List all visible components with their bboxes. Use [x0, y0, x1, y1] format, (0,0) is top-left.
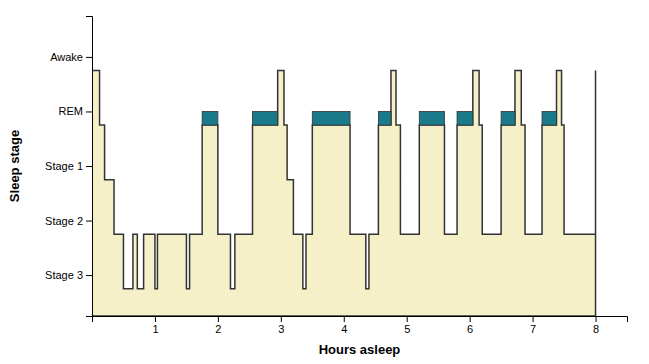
rem-band	[202, 111, 218, 125]
x-tick: 7	[530, 316, 536, 335]
y-tick: Stage 2	[45, 215, 92, 227]
x-tick-label: 4	[341, 323, 347, 335]
y-tick: REM	[59, 105, 92, 117]
y-tick-label: REM	[59, 105, 83, 117]
x-tick-label: 3	[278, 323, 284, 335]
y-tick-mark	[86, 275, 92, 276]
x-tick-mark	[218, 316, 219, 322]
x-tick: 3	[278, 316, 284, 335]
y-tick: Stage 1	[45, 160, 92, 172]
y-tick: Awake	[50, 51, 92, 63]
x-tick: 6	[467, 316, 473, 335]
plot: 1 2 3 4 5 6 7 8 Stage 3 Stage 2 Stage 1 REM Awake	[45, 17, 627, 335]
x-tick: 5	[404, 316, 410, 335]
y-tick-mark	[86, 166, 92, 167]
x-tick-label: 6	[467, 323, 473, 335]
x-tick-label: 1	[152, 323, 158, 335]
y-tick-label: Stage 3	[45, 269, 83, 281]
rem-band	[378, 111, 391, 125]
stage-area	[92, 71, 596, 316]
x-tick-label: 2	[215, 323, 221, 335]
rem-band	[253, 111, 278, 125]
x-tick-mark	[596, 316, 597, 322]
rem-band	[312, 111, 350, 125]
rem-band	[419, 111, 444, 125]
rem-band	[457, 111, 473, 125]
y-tick-label: Awake	[50, 51, 83, 63]
x-axis: 1 2 3 4 5 6 7 8	[93, 316, 628, 335]
x-tick-mark	[155, 316, 156, 322]
x-tick-label: 5	[404, 323, 410, 335]
x-tick-mark	[281, 316, 282, 322]
x-tick: 1	[152, 316, 158, 335]
chart: 1 2 3 4 5 6 7 8 Stage 3 Stage 2 Stage 1 REM Awake Hou…	[0, 0, 649, 364]
rem-band	[501, 111, 515, 125]
x-tick-label: 7	[530, 323, 536, 335]
y-tick-mark	[86, 57, 92, 58]
rem-band	[542, 111, 556, 125]
x-tick-label: 8	[593, 323, 599, 335]
x-tick: 4	[341, 316, 347, 335]
y-tick: Stage 3	[45, 269, 92, 281]
x-tick: 2	[215, 316, 221, 335]
x-tick: 8	[593, 316, 599, 335]
y-tick-label: Stage 2	[45, 215, 83, 227]
marks	[92, 71, 596, 316]
x-axis-line	[93, 317, 628, 323]
x-tick-mark	[407, 316, 408, 322]
y-tick-mark	[86, 111, 92, 112]
y-tick-mark	[86, 221, 92, 222]
x-tick-mark	[470, 316, 471, 322]
x-axis-title: Hours asleep	[319, 342, 401, 357]
y-axis-title: Sleep stage	[7, 130, 22, 202]
y-axis: Stage 3 Stage 2 Stage 1 REM Awake	[45, 17, 92, 317]
y-tick-label: Stage 1	[45, 160, 83, 172]
x-tick-mark	[344, 316, 345, 322]
x-tick-mark	[533, 316, 534, 322]
y-axis-line	[86, 17, 93, 317]
